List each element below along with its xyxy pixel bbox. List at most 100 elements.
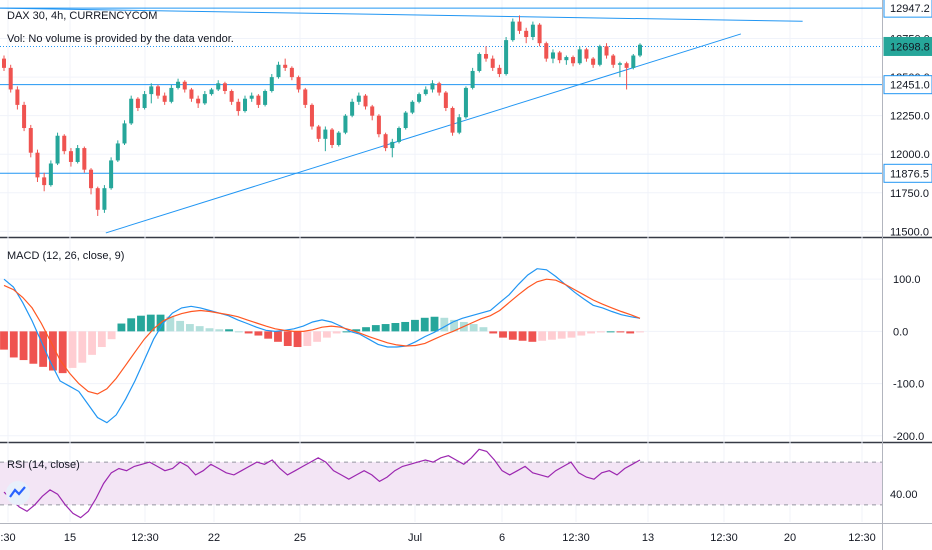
candle[interactable] — [443, 92, 448, 108]
candle[interactable] — [390, 141, 395, 149]
candle[interactable] — [437, 83, 442, 93]
histogram-bar[interactable] — [626, 331, 635, 334]
histogram-bar[interactable] — [577, 331, 586, 336]
candle[interactable] — [316, 126, 321, 139]
candle[interactable] — [182, 81, 187, 90]
histogram-bar[interactable] — [606, 331, 615, 333]
candle[interactable] — [263, 91, 268, 105]
rsi-panel[interactable] — [0, 448, 882, 519]
candle[interactable] — [537, 24, 542, 44]
histogram-bar[interactable] — [39, 331, 48, 367]
candle[interactable] — [8, 67, 13, 90]
candle[interactable] — [22, 104, 27, 129]
trendline[interactable] — [105, 33, 742, 234]
candle[interactable] — [484, 53, 489, 59]
candle[interactable] — [571, 57, 576, 64]
histogram-bar[interactable] — [440, 317, 449, 332]
histogram-bar[interactable] — [450, 319, 459, 332]
histogram-bar[interactable] — [215, 329, 224, 332]
histogram-bar[interactable] — [401, 321, 410, 332]
candle[interactable] — [296, 77, 301, 90]
candle[interactable] — [82, 148, 87, 170]
candle[interactable] — [604, 46, 609, 56]
candle[interactable] — [477, 53, 482, 71]
price-panel[interactable] — [0, 7, 882, 234]
histogram-bar[interactable] — [264, 331, 273, 339]
histogram-bar[interactable] — [88, 331, 96, 355]
histogram-bar[interactable] — [137, 315, 145, 332]
histogram-bar[interactable] — [528, 331, 537, 342]
candle[interactable] — [68, 151, 73, 162]
candle[interactable] — [62, 135, 67, 152]
histogram-bar[interactable] — [49, 331, 57, 371]
histogram-bar[interactable] — [567, 331, 576, 338]
candle[interactable] — [162, 95, 167, 102]
candle[interactable] — [149, 86, 154, 95]
histogram-bar[interactable] — [117, 323, 126, 332]
candle[interactable] — [343, 115, 348, 133]
histogram-bar[interactable] — [489, 331, 498, 334]
histogram-bar[interactable] — [411, 319, 419, 332]
histogram-bar[interactable] — [78, 331, 87, 363]
histogram-bar[interactable] — [420, 317, 429, 332]
candle[interactable] — [303, 89, 308, 105]
candle[interactable] — [497, 67, 502, 75]
histogram-bar[interactable] — [185, 324, 194, 332]
histogram-bar[interactable] — [254, 331, 263, 336]
candle[interactable] — [155, 86, 160, 96]
candle[interactable] — [524, 30, 529, 38]
histogram-bar[interactable] — [508, 331, 517, 340]
candle[interactable] — [129, 98, 134, 124]
rsi-line[interactable] — [3, 448, 641, 519]
candle[interactable] — [48, 163, 53, 186]
candle[interactable] — [383, 134, 388, 149]
candle[interactable] — [216, 83, 221, 90]
histogram-bar[interactable] — [176, 320, 185, 332]
candle[interactable] — [122, 123, 127, 144]
histogram-bar[interactable] — [322, 331, 331, 338]
candle[interactable] — [309, 104, 314, 127]
candle[interactable] — [470, 70, 475, 88]
candle[interactable] — [115, 143, 120, 161]
macd-line[interactable] — [3, 268, 641, 424]
histogram-bar[interactable] — [636, 331, 644, 333]
histogram-bar[interactable] — [587, 331, 595, 334]
candle[interactable] — [597, 46, 602, 65]
candle[interactable] — [624, 63, 629, 68]
histogram-bar[interactable] — [616, 331, 625, 333]
candle[interactable] — [564, 57, 569, 61]
candle[interactable] — [196, 98, 201, 104]
histogram-bar[interactable] — [518, 331, 527, 341]
histogram-bar[interactable] — [234, 331, 243, 333]
candle[interactable] — [336, 132, 341, 145]
histogram-bar[interactable] — [548, 331, 556, 340]
candle[interactable] — [243, 98, 248, 112]
candle[interactable] — [276, 64, 281, 78]
candle[interactable] — [544, 43, 549, 59]
candle[interactable] — [283, 64, 288, 68]
histogram-bar[interactable] — [557, 331, 566, 339]
candle[interactable] — [356, 95, 361, 102]
histogram-bar[interactable] — [0, 331, 8, 350]
candle[interactable] — [463, 87, 468, 118]
candle[interactable] — [631, 55, 636, 68]
candle[interactable] — [577, 49, 582, 64]
histogram-bar[interactable] — [29, 331, 38, 364]
candle[interactable] — [330, 129, 335, 145]
histogram-bar[interactable] — [596, 331, 605, 333]
candle[interactable] — [95, 188, 100, 210]
histogram-bar[interactable] — [97, 331, 106, 348]
candle[interactable] — [55, 135, 60, 164]
histogram-bar[interactable] — [127, 318, 136, 332]
histogram-bar[interactable] — [195, 326, 204, 332]
histogram-bar[interactable] — [146, 314, 155, 332]
histogram-bar[interactable] — [313, 331, 322, 342]
candle[interactable] — [202, 94, 207, 104]
candle[interactable] — [363, 95, 368, 107]
histogram-bar[interactable] — [342, 331, 351, 333]
candle[interactable] — [222, 83, 227, 92]
candle[interactable] — [417, 94, 422, 102]
candle[interactable] — [89, 169, 94, 189]
histogram-bar[interactable] — [107, 331, 116, 340]
